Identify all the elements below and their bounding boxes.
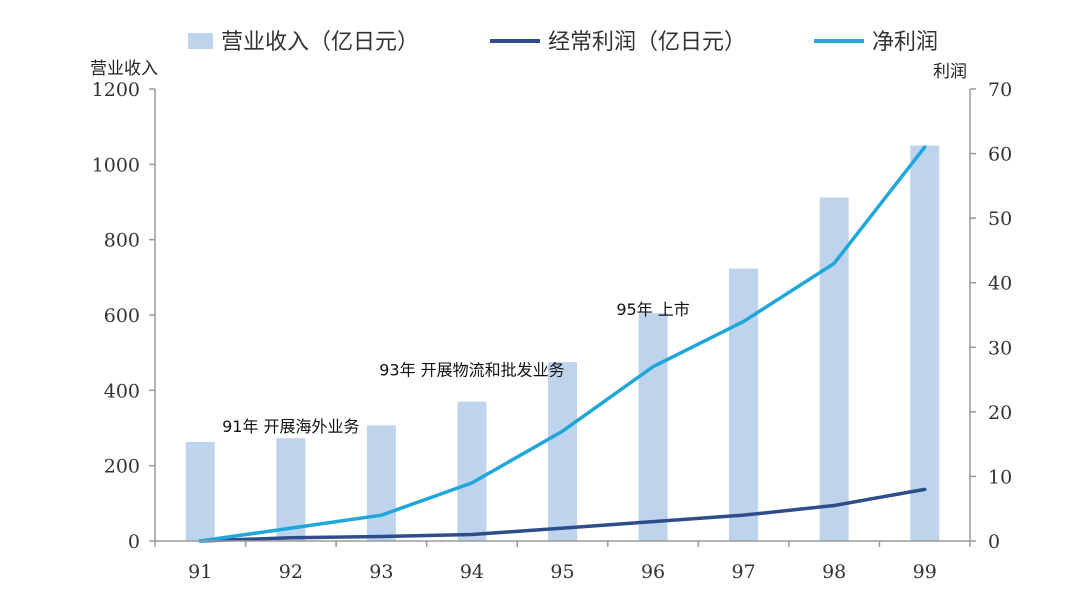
revenue-bar	[819, 197, 849, 542]
revenue-bar	[366, 425, 396, 541]
left-tick-label: 200	[104, 456, 140, 478]
right-tick-label: 70	[988, 79, 1012, 101]
revenue-bar	[638, 313, 668, 541]
left-tick-label: 0	[128, 531, 140, 553]
revenue-bar	[276, 438, 306, 541]
left-tick-label: 400	[104, 380, 140, 402]
bar-series	[185, 145, 940, 542]
x-tick-label: 95	[550, 561, 574, 583]
right-tick-label: 40	[988, 273, 1012, 295]
legend-label: 经常利润（亿日元）	[548, 30, 746, 55]
series-line	[198, 145, 927, 543]
x-tick-label: 93	[369, 561, 393, 583]
series-line	[198, 487, 927, 543]
left-axis-title: 营业收入	[90, 59, 158, 79]
right-tick-label: 0	[988, 531, 1000, 553]
x-tick-label: 91	[188, 561, 212, 583]
legend-swatch-bar	[188, 33, 213, 49]
legend-label: 营业收入（亿日元）	[221, 30, 419, 55]
legend-label: 净利润	[872, 30, 938, 55]
right-tick-label: 10	[988, 466, 1012, 488]
left-tick-label: 1200	[92, 79, 140, 101]
x-tick-label: 92	[279, 561, 303, 583]
right-axis-title: 利润	[933, 62, 967, 82]
line-series	[198, 145, 927, 543]
x-tick-label: 98	[822, 561, 846, 583]
right-tick-label: 20	[988, 402, 1012, 424]
x-tick-label: 99	[913, 561, 937, 583]
revenue-bar	[185, 441, 215, 541]
right-tick-label: 60	[988, 144, 1012, 166]
annotation-label: 95年 上市	[616, 300, 689, 319]
annotation-label: 93年 开展物流和批发业务	[379, 360, 564, 379]
x-tick-label: 96	[641, 561, 665, 583]
right-tick-label: 50	[988, 208, 1012, 230]
left-tick-label: 600	[104, 305, 140, 327]
left-tick-label: 800	[104, 230, 140, 252]
revenue-bar	[729, 268, 759, 541]
revenue-bar	[548, 362, 577, 541]
axes: 0 200 400 600 800 1000 1200 0 10 20 30 40 50 60 70 91 92…	[92, 79, 1013, 583]
x-tick-label: 97	[732, 561, 756, 583]
revenue-bar	[457, 401, 487, 541]
revenue-bar	[910, 145, 940, 541]
annotation-label: 91年 开展海外业务	[222, 417, 359, 436]
x-tick-label: 94	[460, 561, 484, 583]
legend: 营业收入（亿日元） 经常利润（亿日元） 净利润	[188, 30, 938, 55]
left-tick-label: 1000	[92, 154, 140, 176]
right-tick-label: 30	[988, 337, 1012, 359]
annotations: 91年 开展海外业务 93年 开展物流和批发业务 95年 上市	[222, 300, 690, 436]
